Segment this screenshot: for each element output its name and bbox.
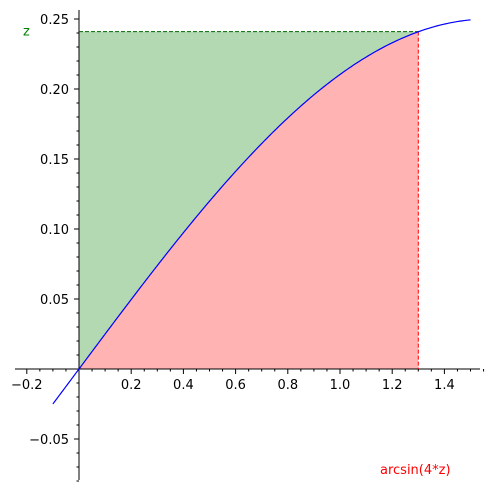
x-ticks-group: −0.2 0.2 0.4 0.6 0.8 1.0 1.2 1.4	[11, 369, 485, 393]
x-tick-label: 0.2	[121, 378, 142, 393]
axes-layer: −0.2 0.2 0.4 0.6 0.8 1.0 1.2 1.4 −0.05 0.05 0.10 0…	[11, 10, 485, 482]
x-tick-label: 1.4	[434, 378, 455, 393]
y-tick-label: 0.25	[40, 13, 69, 28]
function-curve	[52, 19, 471, 405]
x-tick-label: 0.4	[173, 378, 194, 393]
y-tick-label: 0.10	[40, 223, 69, 238]
region-below-curve	[79, 31, 419, 369]
y-tick-label: 0.15	[40, 153, 69, 168]
y-ticks-group: −0.05 0.05 0.10 0.15 0.20 0.25	[29, 13, 79, 482]
x-tick-label: 0.8	[277, 378, 298, 393]
y-tick-label: 0.20	[40, 83, 69, 98]
x-tick-label: −0.2	[11, 378, 43, 393]
arcsin-marker-label: arcsin(4*z)	[380, 463, 451, 478]
x-tick-label: 0.6	[225, 378, 246, 393]
z-marker-label: z	[23, 25, 30, 40]
x-tick-label: 1.0	[330, 378, 351, 393]
region-above-curve	[79, 31, 419, 369]
x-tick-label: 1.2	[382, 378, 403, 393]
guides-layer	[79, 31, 419, 369]
y-tick-label: −0.05	[29, 433, 69, 448]
y-tick-label: 0.05	[40, 293, 69, 308]
regions-layer	[79, 31, 419, 369]
